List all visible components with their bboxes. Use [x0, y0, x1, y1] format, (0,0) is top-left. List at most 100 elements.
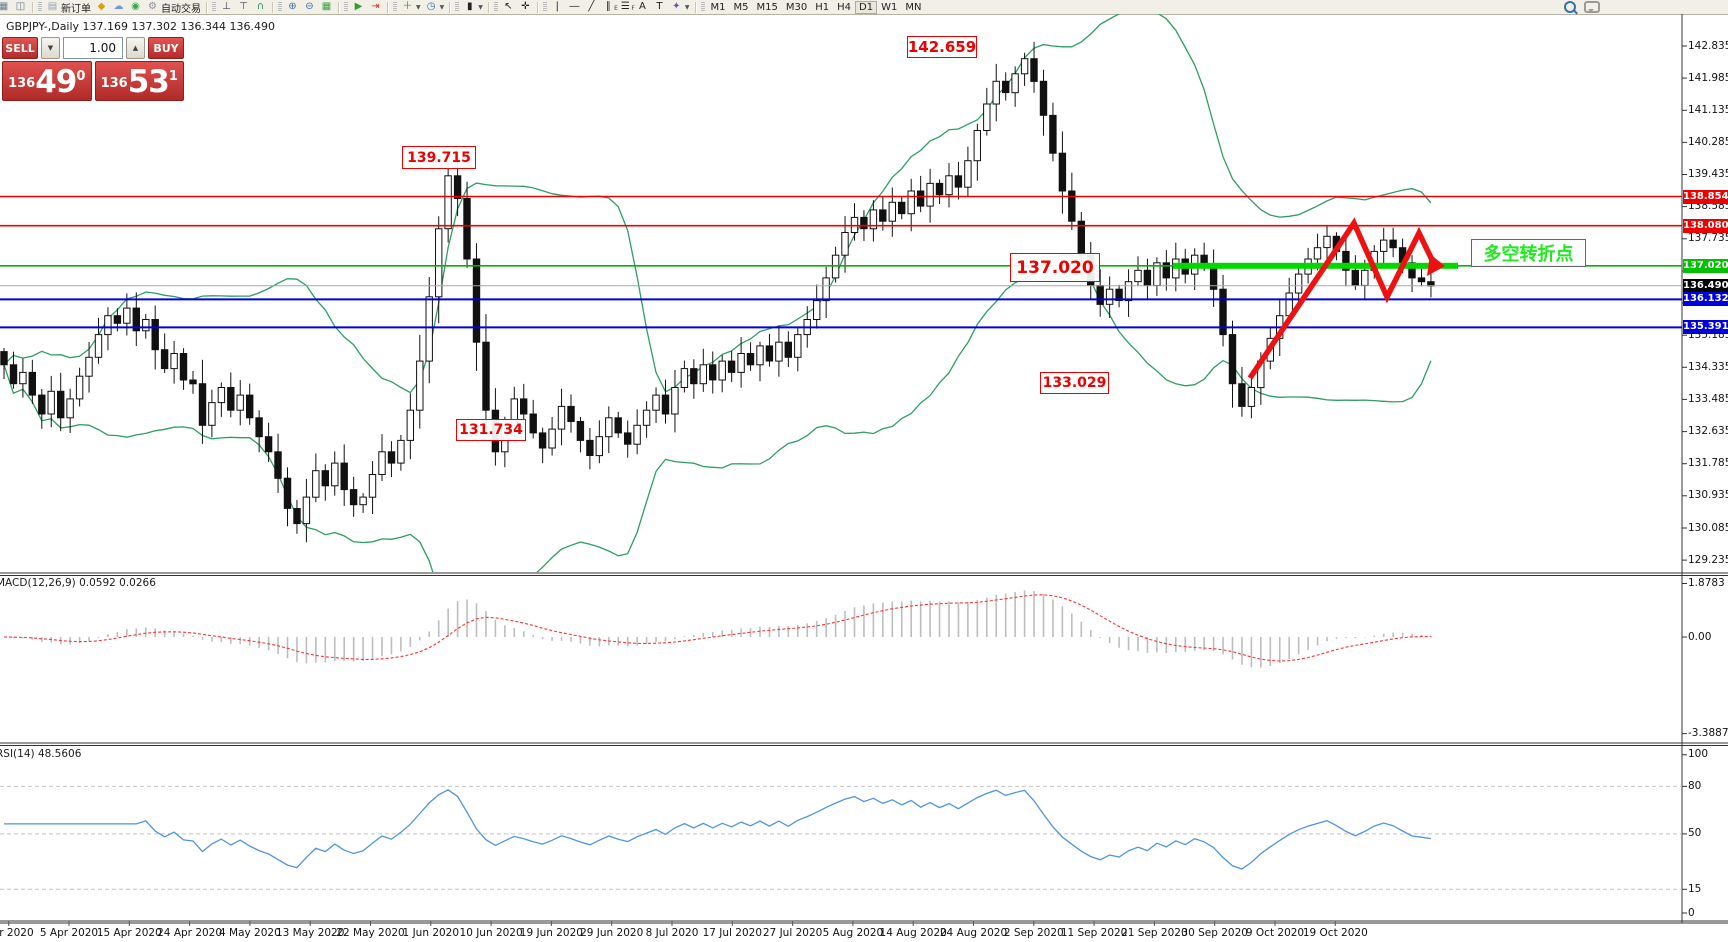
- timeframe-H4[interactable]: H4: [837, 1, 851, 13]
- toolbar-separator: [272, 1, 273, 13]
- trend-arrow[interactable]: [1247, 217, 1445, 380]
- fibonacci-icon[interactable]: ☰ F: [620, 1, 635, 12]
- market-watch-icon[interactable]: ◫: [15, 1, 26, 12]
- date-axis-label: 17 Jul 2020: [702, 927, 763, 939]
- cloud-icon[interactable]: ☁: [113, 1, 124, 12]
- periods-icon[interactable]: ◷: [426, 1, 436, 12]
- price-axis-label: 130.935: [1688, 489, 1728, 502]
- crosshair-icon[interactable]: ✛: [521, 1, 530, 12]
- sell-button[interactable]: SELL: [2, 37, 38, 59]
- price-badge: 138.854: [1683, 189, 1728, 204]
- text-icon[interactable]: A: [638, 1, 646, 12]
- timeframe-M5[interactable]: M5: [733, 1, 749, 13]
- price-callout[interactable]: 131.734: [456, 419, 526, 441]
- date-axis-label: 5 Aug 2020: [822, 927, 884, 939]
- date-axis-label: 14 Aug 2020: [879, 927, 947, 939]
- autotrading-icon[interactable]: ⚙●: [148, 1, 157, 12]
- autotrading-label[interactable]: 自动交易: [161, 3, 201, 15]
- sell-quote[interactable]: 136 49 0: [2, 61, 92, 101]
- timeframe-M15[interactable]: M15: [756, 1, 778, 13]
- rsi-axis-label: 50: [1688, 827, 1702, 840]
- macd-axis-label: -3.3887: [1688, 727, 1728, 740]
- curve-icon[interactable]: ∩: [256, 1, 265, 12]
- price-axis-label: 141.985: [1688, 71, 1728, 84]
- rsi-series: [0, 785, 1682, 890]
- price-axis-label: 131.785: [1688, 457, 1728, 470]
- new-order-icon[interactable]: ▤✚: [47, 1, 58, 12]
- signal-icon[interactable]: ◉: [131, 1, 140, 12]
- dropdown-caret-icon[interactable]: ▼: [439, 3, 445, 11]
- date-axis-label: 8 Jul 2020: [645, 927, 699, 939]
- timeframe-H1[interactable]: H1: [815, 1, 830, 13]
- price-badge: 137.020: [1683, 258, 1728, 273]
- vertical-line-icon[interactable]: ❘: [553, 1, 562, 12]
- price-callout[interactable]: 133.029: [1040, 372, 1109, 394]
- text-label-icon[interactable]: T: [656, 1, 663, 12]
- zoom-out-icon[interactable]: ⊖: [305, 1, 314, 12]
- tester-bar-icon[interactable]: ⊥: [222, 1, 231, 12]
- dropdown-caret-icon[interactable]: ▼: [416, 3, 421, 11]
- pane-borders: [0, 14, 1728, 924]
- chat-icon[interactable]: [1584, 1, 1600, 13]
- arrows-icon[interactable]: ✦: [672, 1, 681, 12]
- timeframe-M30[interactable]: M30: [785, 1, 808, 13]
- channel-icon[interactable]: ∥ E: [605, 1, 618, 12]
- timeframe-M1[interactable]: M1: [710, 1, 726, 13]
- buy-quote[interactable]: 136 53 1: [94, 61, 184, 101]
- price-axis-label: 140.285: [1688, 135, 1728, 148]
- cursor-icon[interactable]: ↖: [504, 1, 513, 12]
- rsi-axis-label: 80: [1688, 779, 1702, 792]
- zoom-in-icon[interactable]: ⊕: [288, 1, 297, 12]
- timeframe-W1[interactable]: W1: [881, 1, 898, 13]
- date-axis-label: 24 Aug 2020: [939, 927, 1008, 939]
- volume-input[interactable]: 1.00: [63, 37, 123, 59]
- dropdown-caret-icon[interactable]: ▼: [478, 3, 483, 11]
- rsi-axis-label: 100: [1688, 748, 1709, 761]
- tile-windows-icon[interactable]: ▦: [321, 1, 332, 12]
- buy-price-big: 53: [127, 64, 170, 100]
- toolbar-separator: [536, 1, 538, 13]
- buy-price-prefix: 136: [100, 76, 128, 91]
- toolbar-separator: [338, 1, 339, 13]
- new-order-label[interactable]: 新订单: [61, 3, 91, 15]
- date-axis-label: 4 May 2020: [218, 927, 281, 939]
- date-axis-label: 29 Jun 2020: [580, 927, 644, 939]
- one-click-trade-panel: SELL ▼ 1.00 ▲ BUY 136 49 0 136 53 1: [2, 37, 184, 101]
- price-callout[interactable]: 142.659: [907, 36, 977, 58]
- date-axis-label: 2 Sep 2020: [1003, 927, 1064, 939]
- toolbar-drag-handle: [493, 2, 498, 12]
- price-badge: 136.132: [1683, 292, 1728, 307]
- timeframe-MN[interactable]: MN: [905, 1, 922, 13]
- turning-point-annotation[interactable]: 多空转折点: [1471, 239, 1586, 267]
- date-axis-label: 30 Sep 2020: [1181, 927, 1248, 939]
- chart-shift-icon[interactable]: ⇥: [371, 1, 380, 12]
- price-callout[interactable]: 137.020: [1010, 253, 1100, 282]
- horizontal-line-icon[interactable]: ―: [569, 1, 580, 12]
- price-callout[interactable]: 139.715: [402, 146, 476, 169]
- toolbar-separator: [449, 1, 451, 13]
- buy-button[interactable]: BUY: [148, 37, 184, 59]
- price-badge: 135.391: [1683, 320, 1728, 335]
- date-axis-label: 15 Apr 2020: [96, 927, 162, 939]
- auto-scroll-icon[interactable]: ▶: [354, 1, 363, 12]
- chart-type-icon[interactable]: ▮: [466, 1, 473, 12]
- deposit-icon[interactable]: ◆: [97, 1, 106, 12]
- dropdown-caret-icon[interactable]: ▼: [684, 3, 690, 11]
- volume-up-button[interactable]: ▲: [126, 37, 145, 59]
- price-axis-label: 141.135: [1688, 103, 1728, 116]
- sell-price-sup: 0: [76, 69, 86, 84]
- trendline-icon[interactable]: ╱: [588, 1, 595, 12]
- date-axis-label: 24 Apr 2020: [157, 927, 223, 939]
- volume-down-button[interactable]: ▼: [41, 37, 60, 59]
- timeframe-D1[interactable]: D1: [855, 0, 878, 14]
- price-axis-label: 130.085: [1688, 521, 1728, 534]
- macd-label: MACD(12,26,9) 0.0592 0.0266: [0, 577, 156, 589]
- search-icon[interactable]: [1564, 1, 1576, 13]
- tester-mark-icon[interactable]: ⊤: [239, 1, 248, 12]
- buy-price-sup: 1: [168, 69, 178, 84]
- date-axis-label: 27 Jul 2020: [762, 927, 823, 939]
- toolbar-separator: [206, 1, 207, 13]
- new-chart-icon[interactable]: ▦: [0, 1, 9, 12]
- indicators-icon[interactable]: ＋: [402, 1, 413, 12]
